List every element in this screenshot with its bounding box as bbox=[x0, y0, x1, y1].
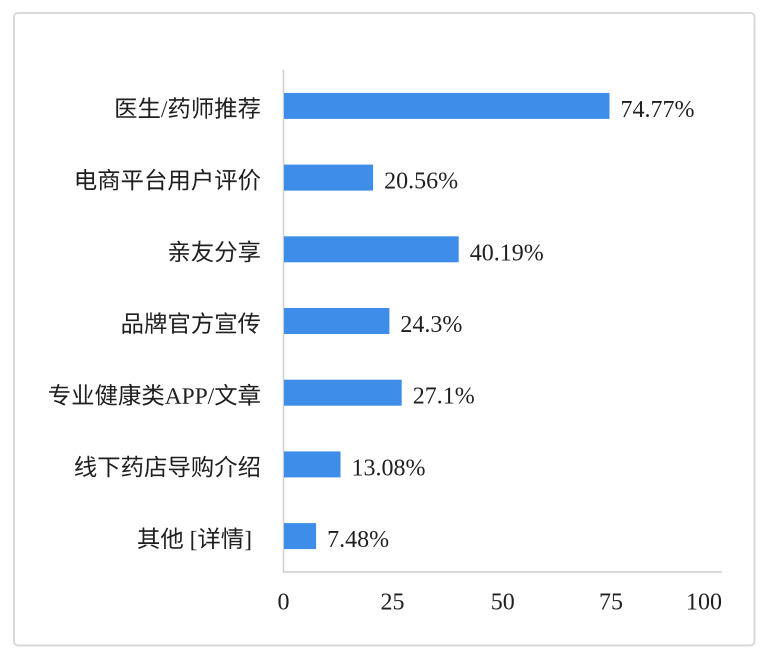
svg-text:100: 100 bbox=[686, 590, 722, 616]
svg-text:75: 75 bbox=[599, 590, 623, 616]
svg-text:20.56%: 20.56% bbox=[384, 169, 458, 195]
svg-text:40.19%: 40.19% bbox=[470, 240, 544, 266]
svg-text:50: 50 bbox=[491, 590, 515, 616]
svg-text:24.3%: 24.3% bbox=[400, 312, 462, 338]
svg-text:0: 0 bbox=[278, 590, 290, 616]
svg-text:13.08%: 13.08% bbox=[352, 455, 426, 481]
svg-text:25: 25 bbox=[381, 590, 405, 616]
svg-text:74.77%: 74.77% bbox=[621, 97, 695, 123]
svg-text:7.48%: 7.48% bbox=[327, 527, 389, 553]
svg-text:27.1%: 27.1% bbox=[413, 384, 475, 410]
